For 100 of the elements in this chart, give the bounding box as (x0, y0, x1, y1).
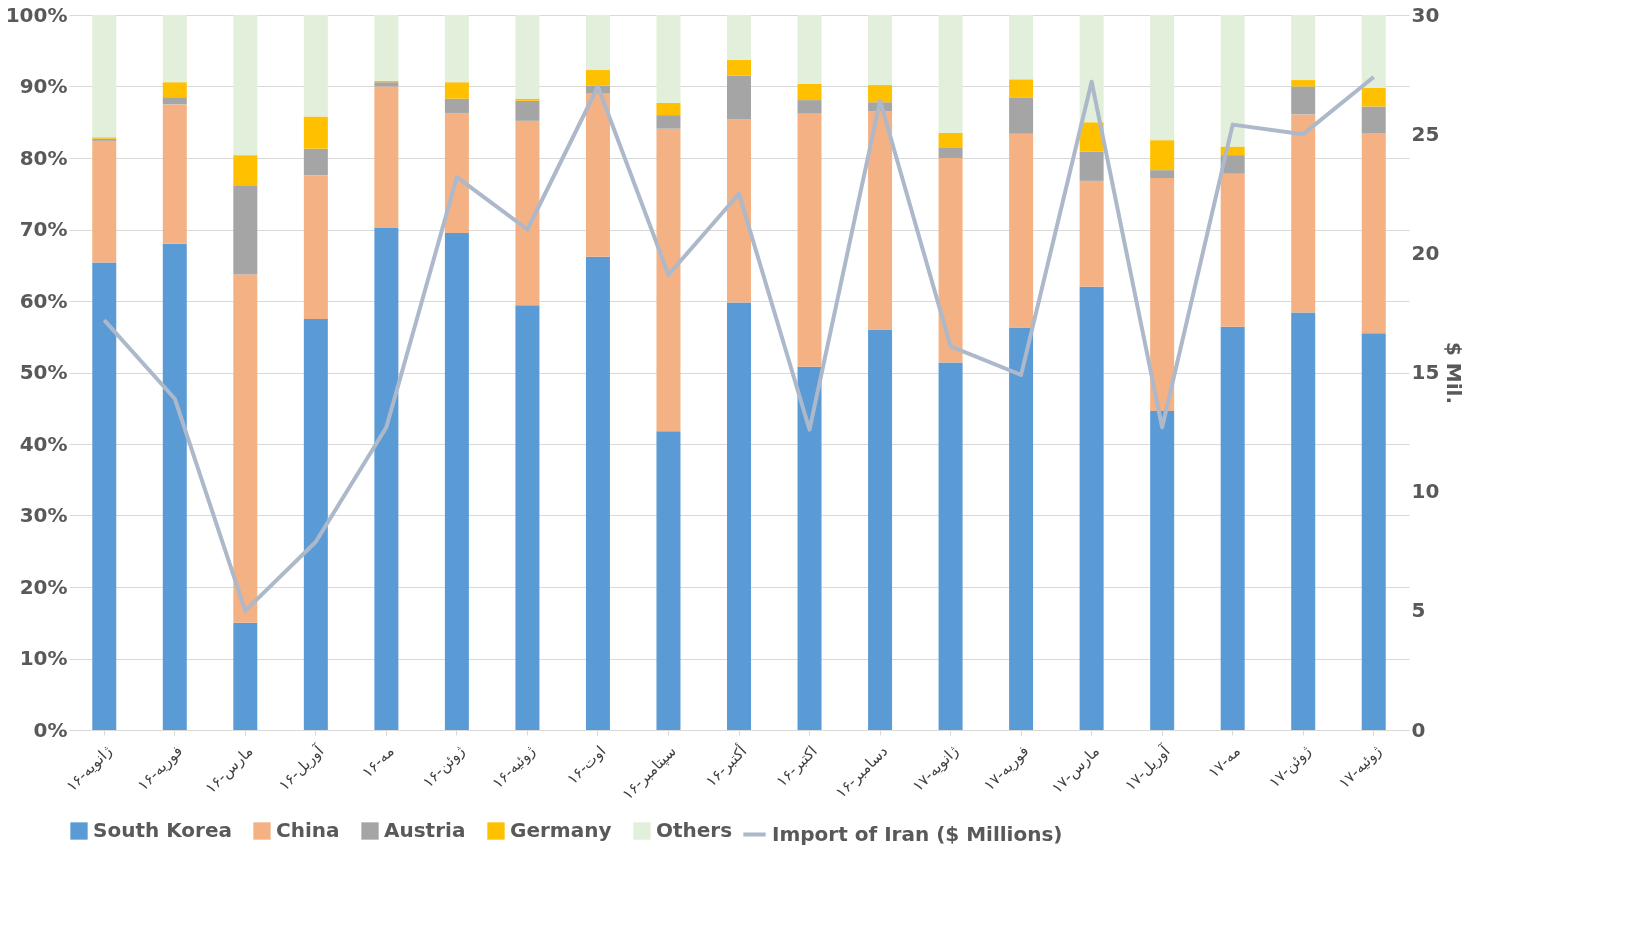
x-tick-label: ژوئیه-۱۶ (488, 742, 539, 793)
bar (303, 318, 328, 730)
legend-label: Austria (384, 818, 466, 842)
bar (1361, 132, 1386, 334)
bar (162, 15, 187, 83)
bar (1291, 114, 1316, 313)
bar (303, 116, 328, 149)
x-tick-label: آوریل-۱۶ (275, 741, 328, 795)
bar (92, 140, 117, 263)
bar (233, 622, 258, 730)
x-tick-label: سپتامبر-۱۶ (618, 742, 681, 805)
bar (233, 185, 258, 275)
bar (162, 104, 187, 244)
bar (938, 362, 963, 730)
y2-tick-label: 15 (1411, 360, 1440, 384)
bar (656, 15, 681, 103)
bar (797, 366, 822, 730)
y2-axis-title: $ Mil. (1442, 341, 1467, 405)
bar (444, 98, 469, 113)
y-tick-label: 30% (19, 503, 68, 527)
legend-label: Others (656, 818, 733, 842)
bar (585, 15, 610, 71)
legend-label: South Korea (93, 818, 232, 842)
legend-label: China (276, 818, 340, 842)
y-tick-label: 10% (19, 646, 68, 670)
x-tick-label: فوریه-۱۷ (980, 742, 1033, 795)
y-tick-label: 80% (19, 145, 68, 170)
bar (515, 15, 540, 99)
bar (233, 15, 258, 156)
bar (515, 120, 540, 306)
y-tick-label: 90% (19, 74, 68, 98)
bar (1079, 286, 1104, 730)
bar (92, 15, 117, 138)
y-tick-label: 40% (19, 431, 68, 456)
bar (868, 329, 893, 730)
x-tick-label: ژانویه-۱۷ (908, 742, 962, 796)
x-tick-label: ژوئن-۱۶ (418, 742, 469, 792)
bar (797, 100, 822, 114)
bar (515, 98, 540, 101)
y2-tick-label: 30 (1411, 2, 1440, 27)
bar (1361, 87, 1386, 107)
bar (1291, 80, 1316, 87)
bar (374, 15, 399, 81)
y-tick-label: 70% (19, 217, 68, 241)
bar (727, 302, 751, 730)
bar (233, 274, 258, 623)
y-tick-label: 100% (5, 2, 68, 27)
bar (1009, 133, 1034, 328)
bar (938, 132, 963, 148)
bar (938, 158, 963, 363)
bar (797, 113, 822, 367)
bar (868, 15, 893, 86)
bar (374, 82, 399, 87)
bar (585, 70, 610, 86)
bar (303, 15, 328, 117)
bar (727, 119, 751, 303)
bar (444, 112, 469, 234)
bar (162, 82, 187, 98)
bar (374, 228, 399, 730)
x-tick-label: اوت-۱۶ (563, 742, 610, 789)
bar (727, 75, 751, 120)
x-tick-label: فوریه-۱۶ (133, 742, 187, 795)
bar (1361, 15, 1386, 88)
y2-tick-label: 0 (1411, 717, 1426, 742)
bar (1009, 97, 1034, 134)
bar (727, 60, 751, 76)
bar (938, 15, 963, 133)
bar (1361, 333, 1386, 730)
bar (1150, 140, 1175, 171)
bar (1150, 15, 1175, 141)
bar (162, 97, 187, 105)
bar (1220, 173, 1245, 327)
bar (1079, 151, 1104, 181)
x-tick-label: آوریل-۱۷ (1121, 741, 1175, 795)
bar (868, 85, 893, 103)
bar (444, 233, 469, 730)
y2-tick-label: 25 (1411, 121, 1440, 146)
y-tick-label: 50% (19, 360, 68, 384)
bar (656, 128, 681, 432)
bar (1150, 178, 1175, 412)
bar (374, 86, 399, 229)
x-tick-label: أکتبر-۱۶ (701, 741, 751, 791)
bar (585, 256, 610, 730)
y2-tick-label: 5 (1411, 598, 1426, 623)
x-tick-label: مارس-۱۷ (1048, 742, 1103, 798)
y-tick-label: 0% (33, 717, 68, 742)
bar (1009, 15, 1034, 80)
bar (1009, 327, 1034, 730)
y-tick-label: 60% (19, 288, 68, 313)
bar (938, 147, 963, 158)
bar (515, 100, 540, 121)
bar (1291, 312, 1316, 730)
bar (1220, 326, 1245, 730)
bar (303, 148, 328, 176)
bar (1291, 15, 1316, 81)
bar (1009, 79, 1034, 98)
bar (444, 82, 469, 99)
bar (1220, 15, 1245, 147)
x-tick-label: ژانویه-۱۶ (62, 742, 116, 796)
x-tick-label: اکتبر-۱۶ (772, 742, 821, 791)
